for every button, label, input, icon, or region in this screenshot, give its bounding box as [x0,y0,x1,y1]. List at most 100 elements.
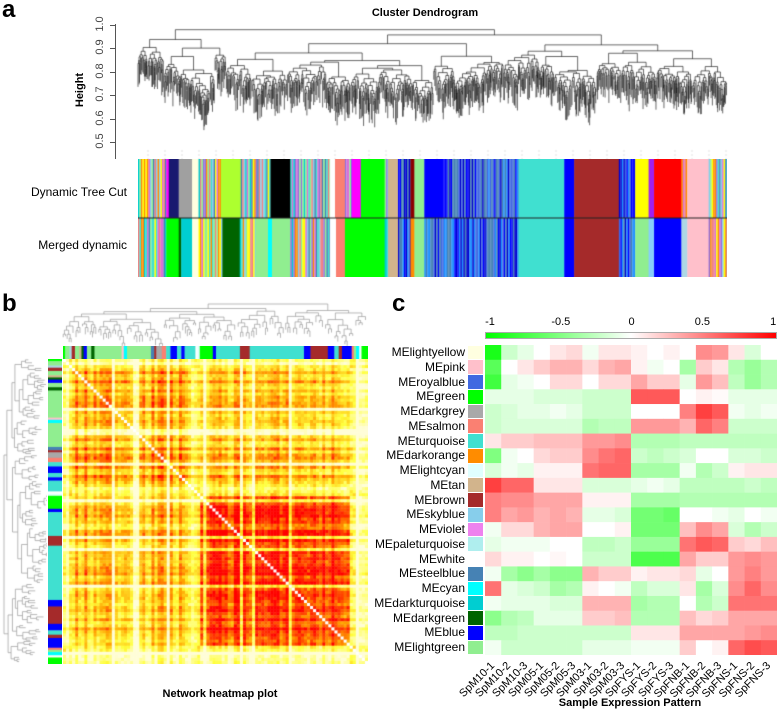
heatmap-cell [760,536,777,552]
heatmap-cell [501,345,518,361]
module-color-swatch [468,566,483,581]
heatmap-cell [533,566,551,582]
heatmap-cell [695,404,713,420]
heatmap-cell [533,418,551,434]
heatmap-cell [533,625,551,641]
heatmap-cell [663,345,680,361]
heatmap-cell [598,640,616,655]
heatmap-cell [566,418,583,434]
heatmap-cell [566,522,583,538]
heatmap-cell [744,595,762,612]
row-label: MEdarkorange [386,448,465,463]
heatmap-cell [566,566,583,582]
heatmap-cell [533,389,551,405]
network-heatmap [63,359,368,664]
heatmap-cell [695,507,713,523]
heatmap-cell [744,345,762,361]
heatmap-cell [631,522,648,538]
heatmap-cell [712,610,729,626]
heatmap-cell [631,625,648,641]
heatmap-cell [631,433,648,449]
heatmap-cell [744,566,762,582]
heatmap-cell [663,477,680,493]
heatmap-cell [533,551,551,567]
heatmap-cell [647,418,664,434]
heatmap-cell [663,374,680,390]
heatmap-cell [679,448,697,464]
heatmap-cell [631,536,648,552]
module-trait-heatmap [485,345,777,655]
heatmap-cell [485,610,502,626]
heatmap-cell [517,345,534,361]
heatmap-cell [533,640,551,655]
heatmap-cell [744,404,762,420]
heatmap-cell [712,374,729,390]
y-tick-label: 0.9 [94,39,106,56]
heatmap-cell [598,566,616,582]
heatmap-cell [728,551,745,567]
row-label: MElightgreen [394,640,465,655]
heatmap-cell [712,418,729,434]
heatmap-cell [485,595,502,612]
row-label: MEtan [430,477,465,492]
heatmap-cell [517,389,534,405]
heatmap-cell [744,389,762,405]
heatmap-cell [760,477,777,493]
heatmap-cell [485,404,502,420]
heatmap-cell [744,433,762,449]
heatmap-cell [631,581,648,597]
heatmap-cell [549,640,567,655]
heatmap-cell [712,448,729,464]
heatmap-cell [712,345,729,361]
heatmap-cell [663,448,680,464]
heatmap-cell [647,581,664,597]
heatmap-cell [485,536,502,552]
heatmap-cell [663,359,680,375]
heatmap-cell [712,595,729,612]
heatmap-cell [695,522,713,538]
heatmap-cell [517,595,534,612]
heatmap-cell [695,492,713,508]
heatmap-cell [744,448,762,464]
heatmap-cell [695,536,713,552]
heatmap-cell [647,433,664,449]
row-label: MElightcyan [399,463,465,478]
heatmap-cell [647,389,664,405]
heatmap-cell [614,345,632,361]
heatmap-cell [549,463,567,479]
module-color-swatch [468,507,483,522]
merged-dynamic-label: Merged dynamic [38,238,127,252]
heatmap-cell [631,595,648,612]
y-tick-mark [110,95,115,97]
heatmap-cell [501,507,518,523]
heatmap-cell [744,551,762,567]
heatmap-cell [517,610,534,626]
heatmap-cell [533,581,551,597]
heatmap-cell [679,389,697,405]
y-axis-line [115,24,116,159]
heatmap-cell [566,359,583,375]
row-label: MEgreen [416,389,465,404]
heatmap-cell [549,507,567,523]
module-color-swatch [468,640,483,655]
heatmap-cell [582,463,599,479]
heatmap-cell [582,359,599,375]
heatmap-cell [598,418,616,434]
heatmap-cell [614,595,632,612]
heatmap-cell [679,345,697,361]
heatmap-cell [679,536,697,552]
heatmap-cell [647,404,664,420]
heatmap-cell [744,536,762,552]
heatmap-cell [549,345,567,361]
module-color-swatch [468,596,483,611]
heatmap-cell [501,463,518,479]
heatmap-cell [533,359,551,375]
heatmap-cell [614,404,632,420]
panel-b-letter: b [2,290,17,317]
heatmap-cell [501,418,518,434]
y-tick-label: 0.8 [94,63,106,79]
heatmap-cell [549,389,567,405]
heatmap-cell [517,418,534,434]
x-axis-label: Sample Expression Pattern [558,697,702,709]
heatmap-cell [760,625,777,641]
